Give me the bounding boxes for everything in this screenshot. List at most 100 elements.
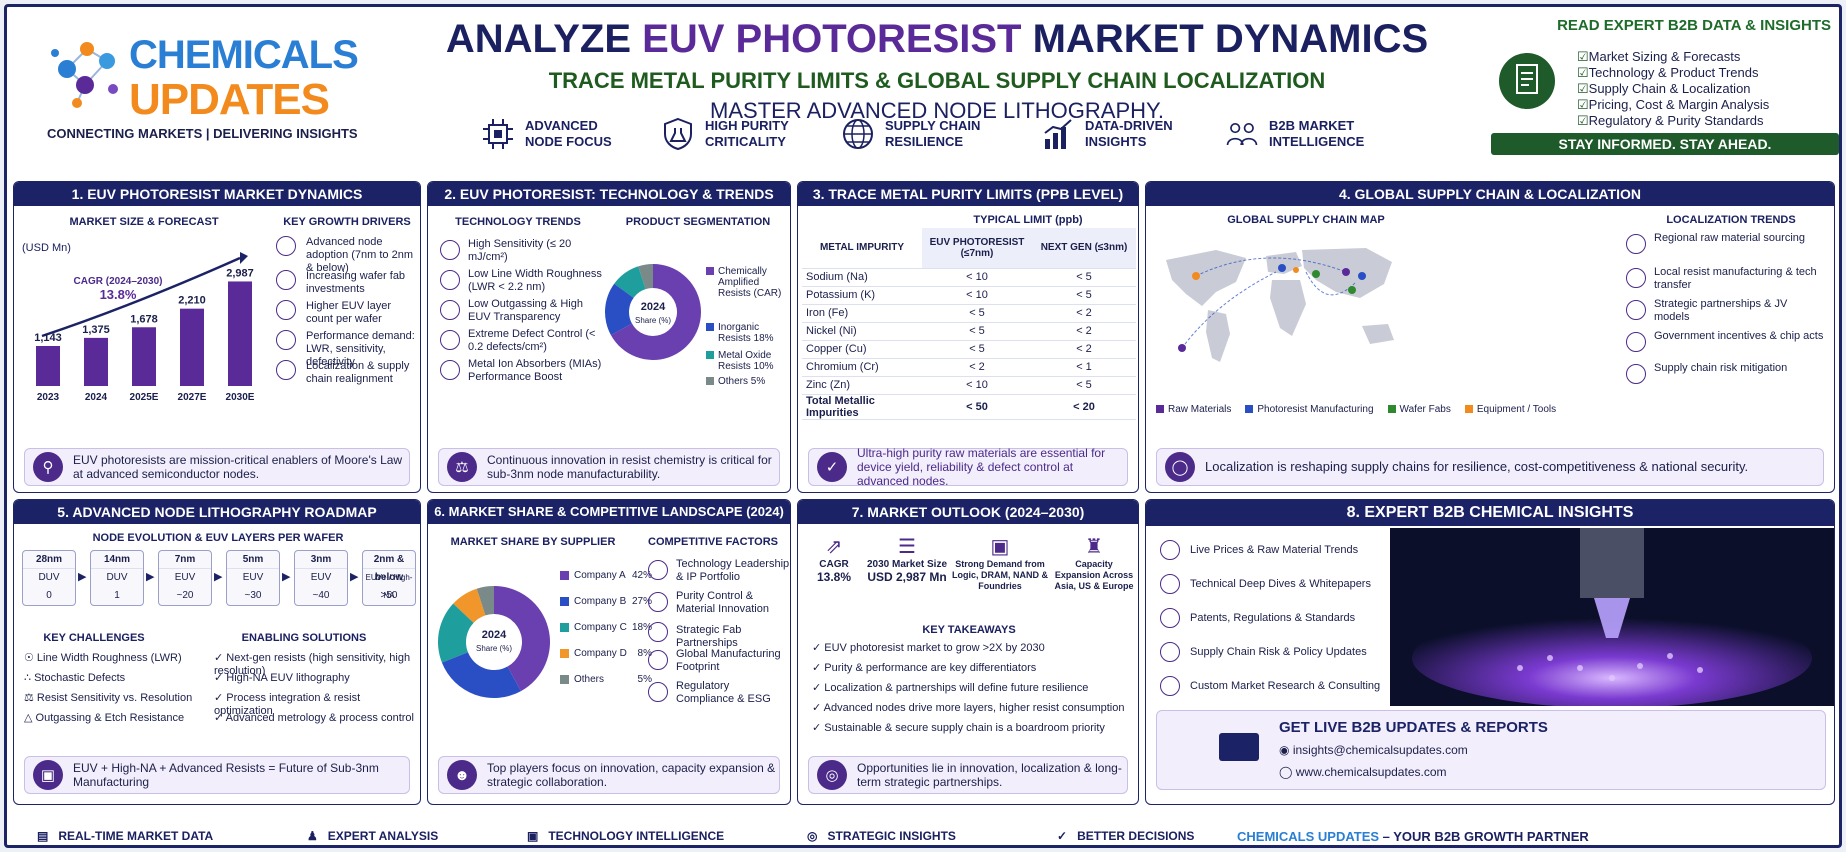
legend-label: Chemically Amplified Resists (CAR) xyxy=(718,266,782,299)
panel-expert-insights: 8. EXPERT B2B CHEMICAL INSIGHTS Live Pri… xyxy=(1145,499,1835,805)
factory-icon: ♜ xyxy=(1085,536,1103,558)
table-cell: Sodium (Na) xyxy=(802,268,922,287)
node-layers: ~20 xyxy=(176,590,194,601)
table-cell: Iron (Fe) xyxy=(802,304,922,323)
dots-icon: ∴ xyxy=(24,672,35,684)
globe-icon: ◯ xyxy=(1165,452,1195,482)
node-tech: EUV xyxy=(310,572,332,583)
price-chart-icon xyxy=(1160,540,1180,560)
shield-flask-icon xyxy=(664,117,692,151)
at-icon: ◉ xyxy=(1279,743,1293,757)
donut-center-year: 2024 xyxy=(641,301,666,313)
world-map xyxy=(1166,248,1394,362)
donut-slice xyxy=(610,264,701,360)
handshake-icon xyxy=(1626,300,1646,320)
legend-value: 42% xyxy=(631,570,652,581)
page-title: ANALYZE EUV PHOTORESIST MARKET DYNAMICS … xyxy=(387,17,1487,124)
table-cell: Zinc (Zn) xyxy=(802,376,922,395)
insight-item: Patents, Regulations & Standards xyxy=(1190,612,1356,624)
node-size: 3nm xyxy=(295,551,347,569)
read-item: Regulatory & Purity Standards xyxy=(1577,113,1769,129)
legend-swatch xyxy=(1245,405,1254,413)
factor-item: Technology Leadership & IP Portfolio xyxy=(676,558,790,583)
lightbulb-icon xyxy=(648,560,668,580)
table-header-row: METAL IMPURITY EUV PHOTORESIST (≤7nm) NE… xyxy=(802,228,1136,269)
factor-item: Regulatory Compliance & ESG xyxy=(676,680,771,705)
panel-footer: ⚲ EUV photoresists are mission-critical e… xyxy=(24,448,410,486)
arrow-right-icon: ▶ xyxy=(146,571,155,583)
shield-check-icon: ✓ xyxy=(817,452,847,482)
envelope-icon xyxy=(1219,733,1259,761)
insight-item: Live Prices & Raw Material Trends xyxy=(1190,544,1359,556)
localization-title: LOCALIZATION TRENDS xyxy=(1666,214,1796,226)
driver-item: Advanced node adoption (7nm to 2nm & bel… xyxy=(306,236,414,274)
read-expert-box: READ EXPERT B2B DATA & INSIGHTS Market S… xyxy=(1491,17,1841,177)
node-size: 5nm xyxy=(227,551,279,569)
trend-item: Low Line Width Roughness (LWR < 2.2 nm) xyxy=(468,268,602,293)
email-link[interactable]: ◉ insights@chemicalsupdates.com xyxy=(1279,743,1468,757)
donut-slice xyxy=(605,283,634,336)
table-row: Copper (Cu) < 5 < 2 xyxy=(802,340,1136,359)
table-cell: < 10 xyxy=(922,286,1032,305)
location-icon xyxy=(276,360,296,380)
logo-text-bottom: UPDATES xyxy=(129,75,330,124)
panel-trace-metal: 3. TRACE METAL PURITY LIMITS (PPB LEVEL)… xyxy=(797,181,1139,493)
node-box: 14nm DUV 1 xyxy=(90,550,144,606)
legend-item: Company B 27% xyxy=(560,596,652,622)
solution-item: ✓ High-NA EUV lithography xyxy=(214,672,350,684)
takeaway-item: ✓ Purity & performance are key different… xyxy=(812,662,1037,674)
logo: CHEMICALS UPDATES CONNECTING MARKETS | D… xyxy=(37,25,367,145)
bar xyxy=(228,281,252,386)
read-title: READ EXPERT B2B DATA & INSIGHTS xyxy=(1557,17,1831,34)
table-cell: < 1 xyxy=(1032,358,1136,377)
chip-icon: ▣ xyxy=(527,829,549,843)
legend-label: Company C xyxy=(574,622,627,633)
panel-footer: ✓ Ultra-high purity raw materials are ess… xyxy=(808,446,1128,488)
segmentation-donut-chart: 2024 Share (%) xyxy=(605,264,701,360)
trend-item: Extreme Defect Control (< 0.2 defects/cm… xyxy=(468,328,596,353)
handshake-icon xyxy=(648,622,668,642)
brand-slogan: CHEMICALS UPDATES – YOUR B2B GROWTH PART… xyxy=(1237,829,1589,844)
legend-item: Chemically Amplified Resists (CAR) xyxy=(706,266,790,299)
globe-icon: ◯ xyxy=(1279,765,1296,779)
panel-footer: ⚖ Continuous innovation in resist chemist… xyxy=(438,448,780,486)
solution-item: ✓ Advanced metrology & process control xyxy=(214,712,414,724)
cta-title: GET LIVE B2B UPDATES & REPORTS xyxy=(1279,719,1548,736)
donut-slice xyxy=(441,652,521,698)
arrow-right-icon: ▶ xyxy=(282,571,291,583)
factor-item: Global Manufacturing Footprint xyxy=(676,648,781,673)
check-icon: ✓ xyxy=(214,692,227,704)
globe-icon xyxy=(843,119,873,149)
flame-icon: △ xyxy=(24,712,36,724)
table-row: Potassium (K) < 10 < 5 xyxy=(802,286,1136,305)
kpi-market-size: ☰ 2030 Market Size USD 2,987 Mn xyxy=(864,534,950,584)
category-label: 2025E xyxy=(130,392,159,403)
feature-label: ADVANCED NODE FOCUS xyxy=(525,118,612,149)
website-link[interactable]: ◯ www.chemicalsupdates.com xyxy=(1279,765,1447,779)
panel-title: 1. EUV PHOTORESIST MARKET DYNAMICS xyxy=(14,182,420,206)
panel-footer: ☻ Top players focus on innovation, capaci… xyxy=(438,756,780,794)
node-box: 3nm EUV ~40 xyxy=(294,550,348,606)
target-icon: ◎ xyxy=(807,829,828,843)
node-size: 28nm xyxy=(23,551,75,569)
bottom-item: ♟ EXPERT ANALYSIS xyxy=(307,829,439,843)
market-share-donut-chart: 2024 Share (%) xyxy=(438,586,550,698)
risk-icon xyxy=(1626,364,1646,384)
feature-label: SUPPLY CHAIN RESILIENCE xyxy=(885,118,981,149)
scales-icon xyxy=(1160,608,1180,628)
target-icon xyxy=(440,330,460,350)
col-metal: METAL IMPURITY xyxy=(802,228,922,269)
legend-swatch xyxy=(560,649,569,658)
network-icon: ☉ xyxy=(24,652,37,664)
table-cell: < 2 xyxy=(1032,304,1136,323)
driver-item: Increasing wafer fab investments xyxy=(306,270,406,295)
purity-table: METAL IMPURITY EUV PHOTORESIST (≤7nm) NE… xyxy=(802,228,1136,420)
competitive-factors-title: COMPETITIVE FACTORS xyxy=(648,536,778,548)
map-legend-item: Wafer Fabs xyxy=(1387,404,1451,415)
legend-swatch xyxy=(1156,405,1164,413)
read-item: Technology & Product Trends xyxy=(1577,65,1769,81)
table-cell: Nickel (Ni) xyxy=(802,322,922,341)
arrow-right-icon: ▶ xyxy=(78,571,87,583)
legend-swatch xyxy=(560,623,569,632)
government-icon xyxy=(1626,332,1646,352)
